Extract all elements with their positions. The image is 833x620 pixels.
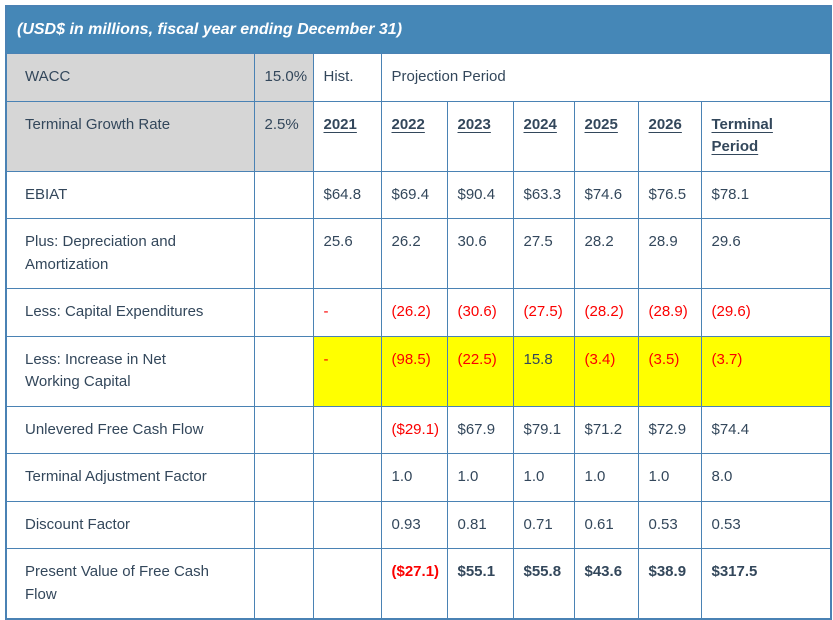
- value-cell: 1.0: [380, 453, 448, 502]
- value-cell: (98.5): [380, 335, 448, 407]
- table-title: (USD$ in millions, fiscal year ending De…: [5, 5, 832, 54]
- value-cell: (26.2): [380, 288, 448, 337]
- spacer-cell: [253, 500, 314, 549]
- spacer-cell: [253, 288, 314, 337]
- spacer-cell: [253, 405, 314, 454]
- value-cell: $76.5: [637, 170, 702, 219]
- value-cell: 1.0: [446, 453, 514, 502]
- value-cell: (28.2): [573, 288, 639, 337]
- row-label: Less: Capital Expenditures: [5, 288, 255, 337]
- years-row: Terminal Growth Rate 2.5% 2021 2022 2023 20…: [5, 100, 832, 172]
- value-cell: $74.4: [700, 405, 832, 454]
- spacer-cell: [253, 335, 314, 407]
- row-label: Plus: Depreciation and Amortization: [5, 218, 255, 289]
- value-cell: $74.6: [573, 170, 639, 219]
- year-header-terminal-period: Terminal Period: [700, 100, 832, 172]
- value-cell: 29.6: [700, 218, 832, 289]
- table-row: Unlevered Free Cash Flow ($29.1) $67.9 $79.…: [5, 405, 832, 454]
- value-cell: (29.6): [700, 288, 832, 337]
- value-cell: -: [312, 288, 382, 337]
- value-cell: 15.8: [512, 335, 575, 407]
- value-cell: ($27.1): [380, 548, 448, 620]
- spacer-cell: [253, 218, 314, 289]
- value-cell: 0.93: [380, 500, 448, 549]
- value-cell: 1.0: [637, 453, 702, 502]
- value-cell: 1.0: [512, 453, 575, 502]
- value-cell: $55.1: [446, 548, 514, 620]
- value-cell: $79.1: [512, 405, 575, 454]
- projection-period-header: Projection Period: [380, 53, 832, 102]
- table-row: Terminal Adjustment Factor 1.0 1.0 1.0 1.0 1.…: [5, 453, 832, 502]
- value-cell: $64.8: [312, 170, 382, 219]
- value-cell: [312, 548, 382, 620]
- value-cell: $43.6: [573, 548, 639, 620]
- value-cell: (3.4): [573, 335, 639, 407]
- value-cell: (3.5): [637, 335, 702, 407]
- value-cell: 28.2: [573, 218, 639, 289]
- value-cell: [312, 500, 382, 549]
- value-cell: 30.6: [446, 218, 514, 289]
- value-cell: $55.8: [512, 548, 575, 620]
- table-row: Less: Increase in Net Working Capital - (9…: [5, 335, 832, 407]
- value-cell: [312, 453, 382, 502]
- table-row: Plus: Depreciation and Amortization 25.6 2…: [5, 218, 832, 289]
- value-cell: 25.6: [312, 218, 382, 289]
- year-header-2025: 2025: [573, 100, 639, 172]
- value-cell: $67.9: [446, 405, 514, 454]
- terminal-growth-label: Terminal Growth Rate: [5, 100, 255, 172]
- title-row: (USD$ in millions, fiscal year ending De…: [5, 5, 832, 54]
- value-cell: -: [312, 335, 382, 407]
- value-cell: 8.0: [700, 453, 832, 502]
- value-cell: (27.5): [512, 288, 575, 337]
- row-label: EBIAT: [5, 170, 255, 219]
- value-cell: (28.9): [637, 288, 702, 337]
- terminal-growth-value: 2.5%: [253, 100, 314, 172]
- dcf-table: (USD$ in millions, fiscal year ending De…: [5, 5, 833, 620]
- wacc-row: WACC 15.0% Hist. Projection Period: [5, 53, 832, 102]
- year-header-2021: 2021: [312, 100, 382, 172]
- value-cell: 0.53: [637, 500, 702, 549]
- row-label: Present Value of Free Cash Flow: [5, 548, 255, 620]
- value-cell: $78.1: [700, 170, 832, 219]
- value-cell: (3.7): [700, 335, 832, 407]
- value-cell: 0.71: [512, 500, 575, 549]
- wacc-value: 15.0%: [253, 53, 314, 102]
- year-header-2022: 2022: [380, 100, 448, 172]
- value-cell: $72.9: [637, 405, 702, 454]
- spacer-cell: [253, 170, 314, 219]
- value-cell: $38.9: [637, 548, 702, 620]
- value-cell: 27.5: [512, 218, 575, 289]
- wacc-label: WACC: [5, 53, 255, 102]
- value-cell: 26.2: [380, 218, 448, 289]
- value-cell: $90.4: [446, 170, 514, 219]
- table-row: Less: Capital Expenditures - (26.2) (30.6)(…: [5, 288, 832, 337]
- value-cell: ($29.1): [380, 405, 448, 454]
- value-cell: 1.0: [573, 453, 639, 502]
- table-row: Discount Factor 0.93 0.81 0.71 0.61 0.53 0.53: [5, 500, 832, 549]
- value-cell: $317.5: [700, 548, 832, 620]
- year-header-2024: 2024: [512, 100, 575, 172]
- value-cell: 0.81: [446, 500, 514, 549]
- value-cell: [312, 405, 382, 454]
- table-row: EBIAT $64.8 $69.4 $90.4 $63.3 $74.6 $76.5 $78.1: [5, 170, 832, 219]
- value-cell: (22.5): [446, 335, 514, 407]
- value-cell: $71.2: [573, 405, 639, 454]
- row-label: Unlevered Free Cash Flow: [5, 405, 255, 454]
- value-cell: 0.53: [700, 500, 832, 549]
- value-cell: 28.9: [637, 218, 702, 289]
- year-header-2023: 2023: [446, 100, 514, 172]
- value-cell: $69.4: [380, 170, 448, 219]
- row-label: Discount Factor: [5, 500, 255, 549]
- row-label: Less: Increase in Net Working Capital: [5, 335, 255, 407]
- table-row: Present Value of Free Cash Flow ($27.1) $5…: [5, 548, 832, 620]
- value-cell: $63.3: [512, 170, 575, 219]
- spacer-cell: [253, 453, 314, 502]
- hist-column-header: Hist.: [312, 53, 382, 102]
- value-cell: 0.61: [573, 500, 639, 549]
- value-cell: (30.6): [446, 288, 514, 337]
- year-header-2026: 2026: [637, 100, 702, 172]
- row-label: Terminal Adjustment Factor: [5, 453, 255, 502]
- spacer-cell: [253, 548, 314, 620]
